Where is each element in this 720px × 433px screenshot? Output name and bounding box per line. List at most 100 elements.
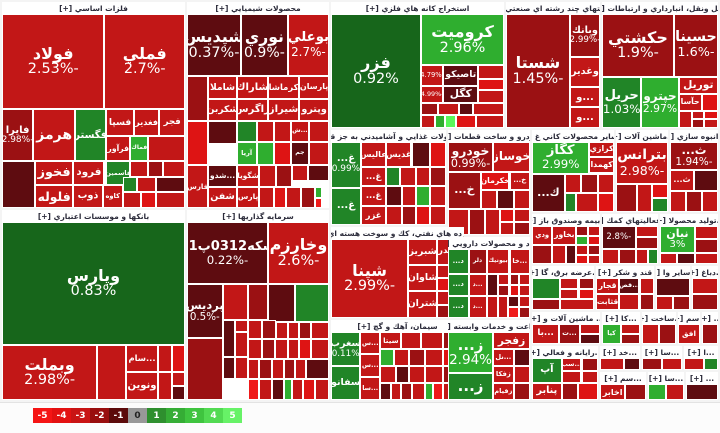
treemap-tile-غ...[interactable]: غ... [331,187,361,225]
treemap-tile[interactable] [513,349,530,366]
treemap-tile[interactable] [694,252,718,264]
treemap-tile[interactable] [163,161,185,177]
treemap-tile[interactable] [187,337,223,400]
treemap-tile-كلر[interactable] [256,142,274,166]
treemap-tile-وبملت[interactable]: وبملت -2.98% [2,344,98,400]
treemap-tile-قثابت[interactable]: قثابت [596,294,620,310]
treemap-tile-...بار[interactable] [532,245,553,264]
treemap-tile[interactable] [581,370,598,384]
treemap-tile-غ...[interactable] [386,166,400,186]
treemap-tile-شيراز[interactable]: شيراز [267,99,300,121]
treemap-tile-عاليس[interactable]: عاليس [360,142,387,167]
treemap-tile-...آ[interactable] [248,378,260,400]
section-header-misc-1[interactable]: ... [+] [702,312,718,324]
treemap-tile-...س[interactable] [581,358,598,371]
treemap-tile[interactable] [433,383,443,400]
treemap-tile[interactable] [624,358,640,370]
treemap-tile[interactable] [660,252,678,264]
section-header-mineral-other[interactable]: ...ساير محصولات كاني غ [+] [532,130,614,142]
section-header-power[interactable]: ...عرضه برق، گا [+] [532,266,594,278]
treemap-tile[interactable] [307,165,329,181]
treemap-tile[interactable] [380,349,394,366]
treemap-tile[interactable] [561,370,582,384]
treemap-tile[interactable] [587,235,600,245]
treemap-tile-...سب[interactable]: ...سب [561,358,582,371]
treemap-tile[interactable] [137,176,156,193]
treemap-tile[interactable] [686,384,718,400]
treemap-tile-بترانس[interactable]: بترانس -2.98% [616,142,668,184]
section-header-conglomerates[interactable]: شركتهاي چند رشته اي صنعتي [+] [506,2,600,14]
treemap-tile[interactable] [248,339,263,360]
treemap-tile[interactable] [386,205,403,225]
treemap-tile[interactable] [420,115,435,128]
treemap-tile[interactable] [416,166,430,186]
treemap-tile-كيا[interactable]: كيا [602,324,621,344]
treemap-tile-وغدير[interactable]: وغدير [569,57,600,87]
treemap-tile[interactable] [486,273,498,296]
treemap-tile[interactable] [692,118,705,128]
section-header-leather[interactable]: ...دباغ [+] [692,266,718,278]
treemap-tile[interactable] [155,192,185,208]
section-header-khad[interactable]: ...خد [+] [600,346,640,358]
treemap-tile[interactable] [701,191,718,212]
section-header-agriculture[interactable]: زراعت و خدمات وابسته [+] [448,320,530,332]
treemap-tile-كروميت[interactable]: كروميت 2.96% [420,14,504,66]
section-header-real-estate[interactable]: ...انبوه سازي [+] [670,130,718,142]
section-header-sugar[interactable]: قند و شكر [+] [596,266,654,278]
treemap-tile-د...[interactable]: د... [448,273,469,296]
treemap-tile-حريل[interactable]: حريل 1.03% [602,76,642,128]
treemap-tile-اخابر[interactable]: اخابر [600,384,626,400]
section-header-transport[interactable]: حمل ونقل، انبارداري و ارتباطات [+] [602,2,718,14]
treemap-tile[interactable] [635,248,648,264]
treemap-tile[interactable] [566,245,577,264]
treemap-tile-پارس[interactable]: پارس [236,186,260,208]
treemap-tile-فلوله[interactable]: فلوله [34,184,74,208]
treemap-tile[interactable] [642,324,659,344]
treemap-tile[interactable] [299,321,311,340]
treemap-tile[interactable] [259,378,273,400]
treemap-tile-...ت[interactable]: ...ت [559,324,580,344]
treemap-tile[interactable] [259,186,274,208]
treemap-tile-سليم[interactable] [235,357,249,379]
treemap-tile-شبريز[interactable]: شبريز [408,239,438,266]
treemap-tile[interactable] [148,136,185,162]
treemap-tile[interactable] [578,289,594,299]
treemap-tile[interactable] [459,102,473,116]
treemap-tile-پرديس[interactable]: پرديس -0.5% [187,284,223,338]
treemap-tile-...و[interactable]: ...و [569,86,600,108]
treemap-tile[interactable] [155,176,185,193]
section-header-metals[interactable]: فلزات اساسي [+] [2,2,185,14]
treemap-tile-فماك[interactable]: فماك [130,136,149,162]
treemap-tile[interactable] [425,366,443,383]
treemap-tile[interactable] [400,166,417,186]
treemap-tile[interactable] [380,366,397,383]
treemap-tile[interactable] [587,226,600,236]
treemap-tile[interactable] [647,248,658,264]
treemap-tile[interactable] [619,294,640,310]
treemap-tile-...خ[interactable] [480,190,498,209]
treemap-tile-غديس[interactable]: غديس [386,142,412,167]
treemap-tile-د...[interactable]: د... [448,249,469,274]
treemap-tile[interactable] [579,324,600,334]
section-header-mining[interactable]: استخراج كانه هاي فلزي [+] [331,2,504,14]
treemap-tile-ث...[interactable]: ث... -1.94% [670,142,718,170]
treemap-tile[interactable] [621,324,640,334]
treemap-tile-غ...[interactable]: غ... [360,166,387,186]
treemap-tile[interactable] [513,366,530,383]
treemap-tile-آپ[interactable]: آپ [532,358,562,384]
treemap-tile[interactable] [380,383,391,400]
treemap-tile-فجر[interactable]: فجر [159,109,185,137]
treemap-tile[interactable] [497,190,514,209]
treemap-tile[interactable] [276,165,293,187]
treemap-tile-د...[interactable]: د... [448,295,469,318]
treemap-tile[interactable] [670,191,686,212]
treemap-tile[interactable]: -4.99% [420,85,444,103]
treemap-tile[interactable] [684,358,705,370]
treemap-tile[interactable] [678,110,693,128]
treemap-tile-غ...[interactable]: غ... 0.99% [331,142,361,188]
treemap-tile[interactable] [518,306,530,318]
section-header-investments[interactable]: سرمايه گذاريها [+] [187,210,329,222]
section-header-machinery[interactable]: ...ماشين آلات [+] [616,130,668,142]
section-header-misc-2[interactable]: ... [+] [686,372,718,384]
treemap-tile[interactable] [425,349,443,366]
